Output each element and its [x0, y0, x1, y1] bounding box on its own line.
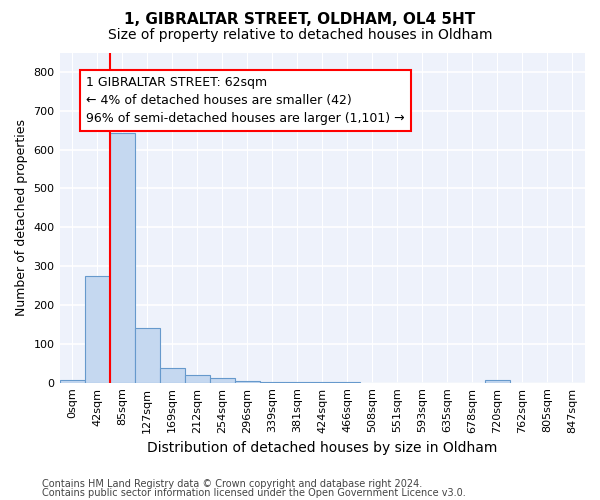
Text: Size of property relative to detached houses in Oldham: Size of property relative to detached ho… — [108, 28, 492, 42]
Text: Contains HM Land Registry data © Crown copyright and database right 2024.: Contains HM Land Registry data © Crown c… — [42, 479, 422, 489]
Bar — [235, 380, 260, 382]
Bar — [160, 368, 185, 382]
Bar — [85, 276, 110, 382]
Y-axis label: Number of detached properties: Number of detached properties — [15, 119, 28, 316]
Bar — [59, 380, 85, 382]
Bar — [134, 328, 160, 382]
Bar — [209, 378, 235, 382]
Text: Contains public sector information licensed under the Open Government Licence v3: Contains public sector information licen… — [42, 488, 466, 498]
Bar — [185, 375, 209, 382]
X-axis label: Distribution of detached houses by size in Oldham: Distribution of detached houses by size … — [147, 441, 497, 455]
Text: 1, GIBRALTAR STREET, OLDHAM, OL4 5HT: 1, GIBRALTAR STREET, OLDHAM, OL4 5HT — [124, 12, 476, 28]
Bar — [485, 380, 510, 382]
Text: 1 GIBRALTAR STREET: 62sqm
← 4% of detached houses are smaller (42)
96% of semi-d: 1 GIBRALTAR STREET: 62sqm ← 4% of detach… — [86, 76, 404, 125]
Bar — [110, 133, 134, 382]
